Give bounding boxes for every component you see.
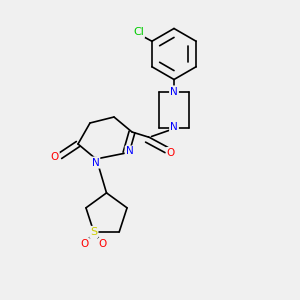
Text: Cl: Cl [133, 27, 144, 37]
Text: O: O [99, 239, 107, 249]
Text: O: O [81, 239, 89, 249]
Text: N: N [126, 146, 134, 157]
Text: O: O [50, 152, 59, 163]
Text: N: N [170, 86, 178, 97]
Text: N: N [92, 158, 99, 168]
Text: S: S [90, 227, 98, 237]
Text: N: N [170, 122, 178, 133]
Text: O: O [167, 148, 175, 158]
